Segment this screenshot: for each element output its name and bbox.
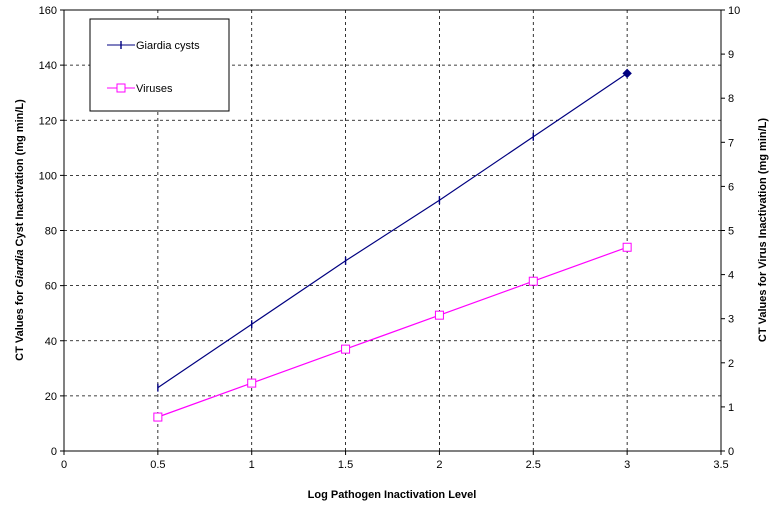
y-axis-title-right: CT Values for Virus Inactivation (mg min…	[757, 118, 769, 342]
x-tick-label: 2	[436, 459, 442, 471]
legend: Giardia cysts Viruses	[89, 18, 230, 112]
y-right-tick-label: 3	[728, 314, 734, 326]
data-point-viruses	[528, 276, 538, 286]
y-axis-title-left-italic: Giardia	[14, 250, 26, 288]
y-left-tick-label: 0	[51, 446, 57, 458]
legend-item-viruses: Viruses	[107, 83, 173, 95]
y-right-tick-label: 9	[728, 49, 734, 61]
data-point-viruses	[247, 378, 257, 388]
series-line-giardia-cysts	[157, 72, 628, 389]
y-left-tick-label: 100	[39, 170, 57, 182]
x-tick-label: 2.5	[526, 459, 541, 471]
y-axis-title-left-post: Cyst Inactivation (mg min/L)	[14, 99, 26, 250]
y-axis-title-left-pre: CT Values for	[14, 287, 26, 360]
x-axis-title: Log Pathogen Inactivation Level	[308, 489, 477, 501]
series-layer	[153, 68, 632, 422]
right-axis-ticks: 0 1 2 3 4 5 6 7 8 9 10	[721, 5, 740, 458]
legend-item-giardia: Giardia cysts	[107, 40, 200, 52]
x-axis-ticks: 0 0.5 1 1.5 2 2.5 3 3.5	[61, 451, 729, 471]
y-left-tick-label: 120	[39, 115, 57, 127]
data-point-viruses	[341, 344, 351, 354]
y-left-tick-label: 80	[45, 226, 57, 238]
y-left-tick-label: 140	[39, 60, 57, 72]
x-tick-label: 0.5	[150, 459, 165, 471]
y-right-tick-label: 8	[728, 93, 734, 105]
y-right-tick-label: 2	[728, 358, 734, 370]
series-line-viruses	[157, 246, 628, 418]
x-tick-label: 1.5	[338, 459, 353, 471]
y-right-tick-label: 7	[728, 137, 734, 149]
data-point-viruses	[622, 242, 632, 252]
y-left-tick-label: 20	[45, 391, 57, 403]
x-tick-label: 3	[624, 459, 630, 471]
y-right-tick-label: 0	[728, 446, 734, 458]
y-left-tick-label: 40	[45, 336, 57, 348]
y-right-tick-label: 5	[728, 226, 734, 238]
y-right-tick-label: 4	[728, 270, 734, 282]
data-point-viruses	[153, 412, 163, 422]
legend-label-viruses: Viruses	[136, 83, 173, 95]
legend-label-giardia: Giardia cysts	[136, 40, 200, 52]
legend-marker-viruses	[116, 83, 126, 93]
y-right-tick-label: 6	[728, 181, 734, 193]
x-tick-label: 3.5	[713, 459, 728, 471]
left-axis-ticks: 0 20 40 60 80 100 120 140 160	[39, 5, 64, 458]
data-point-viruses	[434, 310, 444, 320]
y-right-tick-label: 10	[728, 5, 740, 17]
y-left-tick-label: 160	[39, 5, 57, 17]
x-tick-label: 1	[249, 459, 255, 471]
y-right-tick-label: 1	[728, 402, 734, 414]
x-tick-label: 0	[61, 459, 67, 471]
legend-box	[89, 18, 230, 112]
y-axis-title-left: CT Values for Giardia Cyst Inactivation …	[14, 99, 26, 361]
y-left-tick-label: 60	[45, 281, 57, 293]
data-point-giardia-cysts	[622, 68, 632, 79]
